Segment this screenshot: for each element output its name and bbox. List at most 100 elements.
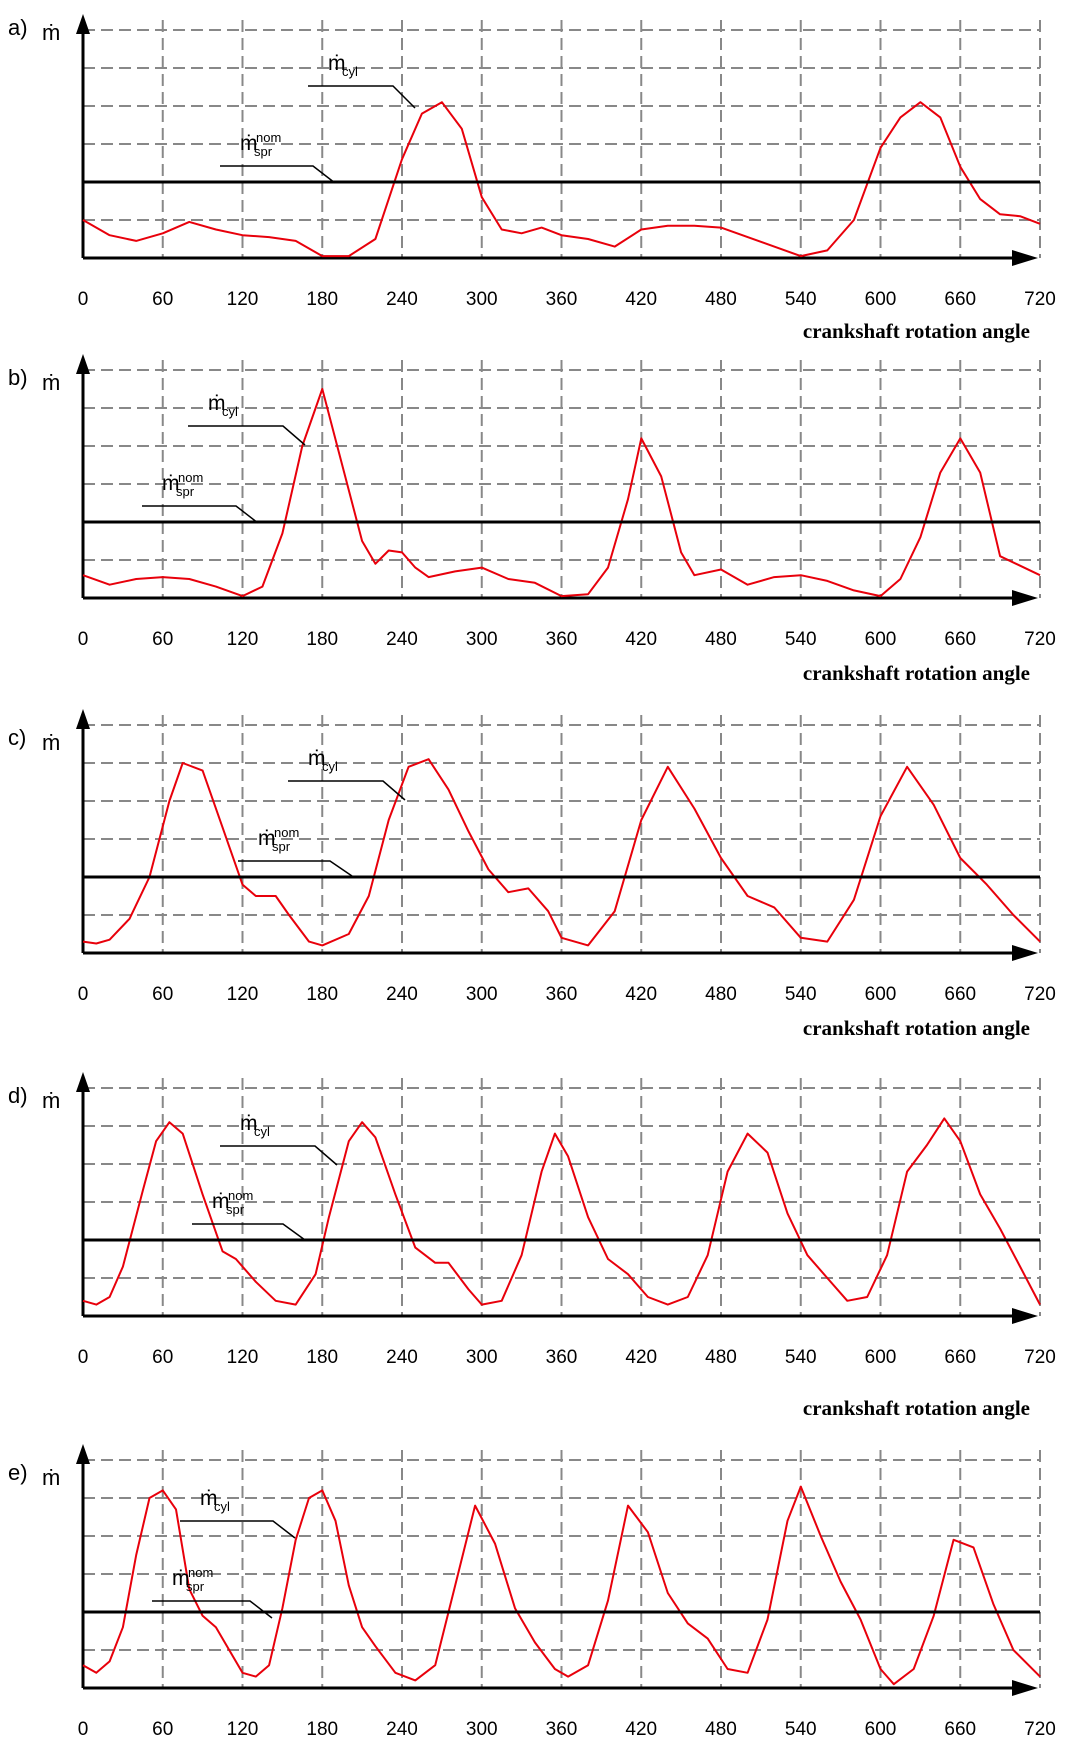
y-axis-arrow [76,14,90,34]
x-tick-label: 600 [865,984,897,1005]
x-tick-label: 600 [865,1719,897,1740]
annotation-subscript: spr [254,144,273,159]
y-axis-label: ṁ [42,1088,60,1113]
x-tick-label: 720 [1024,289,1056,310]
x-tick-label: 300 [466,1347,498,1368]
x-tick-label: 120 [227,629,259,650]
x-tick-label: 180 [306,1719,338,1740]
x-tick-label: 0 [78,289,89,310]
panel-label: a) [8,15,28,40]
x-tick-label: 720 [1024,984,1056,1005]
x-tick-label: 60 [152,629,173,650]
y-axis-arrow [76,354,90,374]
x-tick-label: 240 [386,1719,418,1740]
annotation-leader-line [220,1145,338,1166]
annotation-subscript: cyl [322,759,338,774]
y-axis-arrow [76,1444,90,1464]
x-tick-label: 240 [386,984,418,1005]
annotation-symbol: ṁ [162,472,180,495]
cylinder-flow-curve [82,101,1041,258]
x-tick-label: 660 [944,984,976,1005]
y-axis-label: ṁ [42,1465,60,1490]
annotation-symbol: ṁ [308,747,326,770]
x-tick-label: 60 [152,1719,173,1740]
x-tick-label: 480 [705,289,737,310]
annotation-symbol: ṁ [212,1190,230,1213]
x-tick-label: 660 [944,1347,976,1368]
x-tick-label: 300 [466,984,498,1005]
x-tick-label: 660 [944,1719,976,1740]
annotation-leader-line [188,425,306,446]
x-tick-label: 480 [705,1719,737,1740]
annotation-leader-line [180,1520,296,1539]
x-tick-label: 540 [785,984,817,1005]
x-axis-caption: crankshaft rotation angle [803,661,1030,685]
x-axis-arrow [1012,250,1038,266]
x-axis-arrow [1012,590,1038,606]
x-tick-label: 600 [865,289,897,310]
x-tick-label: 240 [386,629,418,650]
annotation-subscript: cyl [254,1124,270,1139]
annotation-subscript: spr [226,1202,245,1217]
x-tick-label: 540 [785,289,817,310]
annotation-subscript: spr [186,1579,205,1594]
annotation-leader-line [142,505,259,524]
annotation-leader-line [220,165,336,184]
annotation-superscript: nom [228,1188,253,1203]
x-tick-label: 360 [546,289,578,310]
x-tick-label: 480 [705,984,737,1005]
y-axis-arrow [76,1072,90,1092]
x-tick-label: 480 [705,629,737,650]
annotation-symbol: ṁ [240,132,258,155]
annotation-symbol: ṁ [258,827,276,850]
x-tick-label: 0 [78,629,89,650]
panel-label: c) [8,725,26,750]
x-axis-caption: crankshaft rotation angle [803,1016,1030,1040]
x-tick-label: 0 [78,1719,89,1740]
x-tick-label: 540 [785,1719,817,1740]
annotation-symbol: ṁ [328,52,346,75]
x-tick-label: 360 [546,1347,578,1368]
x-axis-arrow [1012,945,1038,961]
x-tick-label: 180 [306,984,338,1005]
annotation-symbol: ṁ [200,1487,218,1510]
annotation-subscript: spr [272,839,291,854]
annotation-superscript: nom [274,825,299,840]
x-tick-label: 180 [306,1347,338,1368]
x-tick-label: 360 [546,1719,578,1740]
x-axis-arrow [1012,1680,1038,1696]
x-tick-label: 60 [152,1347,173,1368]
x-tick-label: 360 [546,984,578,1005]
x-tick-label: 540 [785,629,817,650]
x-tick-label: 120 [227,1347,259,1368]
x-tick-label: 600 [865,629,897,650]
x-tick-label: 720 [1024,1347,1056,1368]
x-tick-label: 540 [785,1347,817,1368]
annotation-leader-line [152,1600,273,1619]
annotation-subscript: cyl [342,64,358,79]
y-axis-arrow [76,709,90,729]
annotation-leader-line [238,860,353,877]
x-tick-label: 0 [78,1347,89,1368]
x-tick-label: 660 [944,629,976,650]
annotation-leader-line [288,780,406,801]
annotation-symbol: ṁ [240,1112,258,1135]
x-tick-label: 60 [152,984,173,1005]
x-tick-label: 120 [227,984,259,1005]
y-axis-label: ṁ [42,20,60,45]
x-tick-label: 720 [1024,629,1056,650]
x-tick-label: 60 [152,289,173,310]
annotation-subscript: spr [176,484,195,499]
annotation-leader-line [308,85,416,109]
panel-label: d) [8,1083,28,1108]
